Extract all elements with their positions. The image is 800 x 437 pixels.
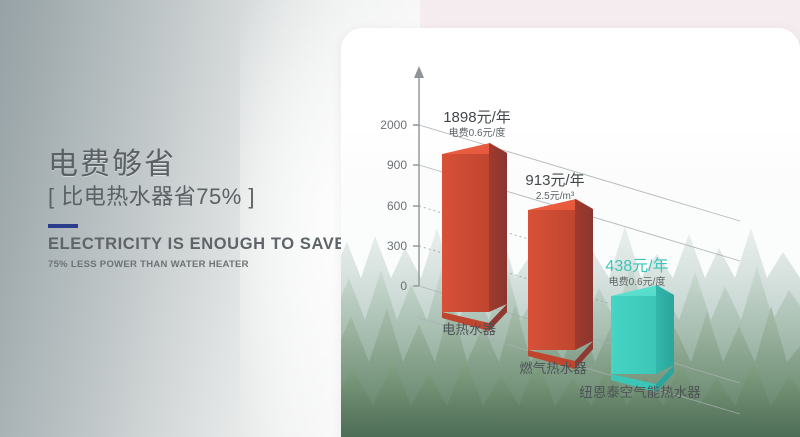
bar-3-value-labels: 438元/年 电费0.6元/度 [605, 257, 668, 288]
ytick-600: 600 [387, 199, 407, 213]
ytick-300: 300 [387, 239, 407, 253]
subheadline-english: 75% LESS POWER THAN WATER HEATER [48, 258, 249, 270]
bar-3-rate: 电费0.6元/度 [609, 275, 666, 288]
ytick-2000: 2000 [380, 118, 407, 132]
bar-electric-water-heater[interactable] [442, 143, 507, 331]
bar-2-value: 913元/年 [525, 172, 584, 189]
y-axis [413, 66, 424, 287]
bar-gas-water-heater[interactable] [528, 199, 593, 369]
chart-card: 2000 900 600 300 0 1898元/年 电费0.6元/度 电热水器 [341, 28, 800, 437]
accent-rule [48, 223, 78, 228]
bar-chart: 2000 900 600 300 0 1898元/年 电费0.6元/度 电热水器 [380, 66, 741, 415]
headline-english: ELECTRICITY IS ENOUGH TO SAVE [48, 234, 346, 253]
headline-chinese: 电费够省 [48, 148, 176, 181]
headline-block: 电费够省 [ 比电热水器省75% ] ELECTRICITY IS ENOUGH… [48, 148, 348, 270]
y-axis-tick-labels: 2000 900 600 300 0 [380, 118, 407, 293]
bar-3-category: 纽恩泰空气能热水器 [579, 385, 701, 400]
bar-2-value-labels: 913元/年 2.5元/m³ [525, 172, 584, 202]
ytick-0: 0 [400, 279, 407, 293]
bar-1-value: 1898元/年 [443, 109, 511, 126]
bar-3-value: 438元/年 [605, 257, 668, 275]
bar-1-category: 电热水器 [442, 322, 496, 337]
bar-airsource-water-heater[interactable] [611, 285, 674, 392]
subheadline-chinese: [ 比电热水器省75% ] [48, 184, 255, 210]
ytick-900: 900 [387, 158, 407, 172]
bar-1-value-labels: 1898元/年 电费0.6元/度 [443, 109, 511, 139]
bar-2-rate: 2.5元/m³ [536, 191, 575, 202]
bar-1-rate: 电费0.6元/度 [449, 126, 506, 139]
bar-2-category: 燃气热水器 [519, 360, 587, 376]
